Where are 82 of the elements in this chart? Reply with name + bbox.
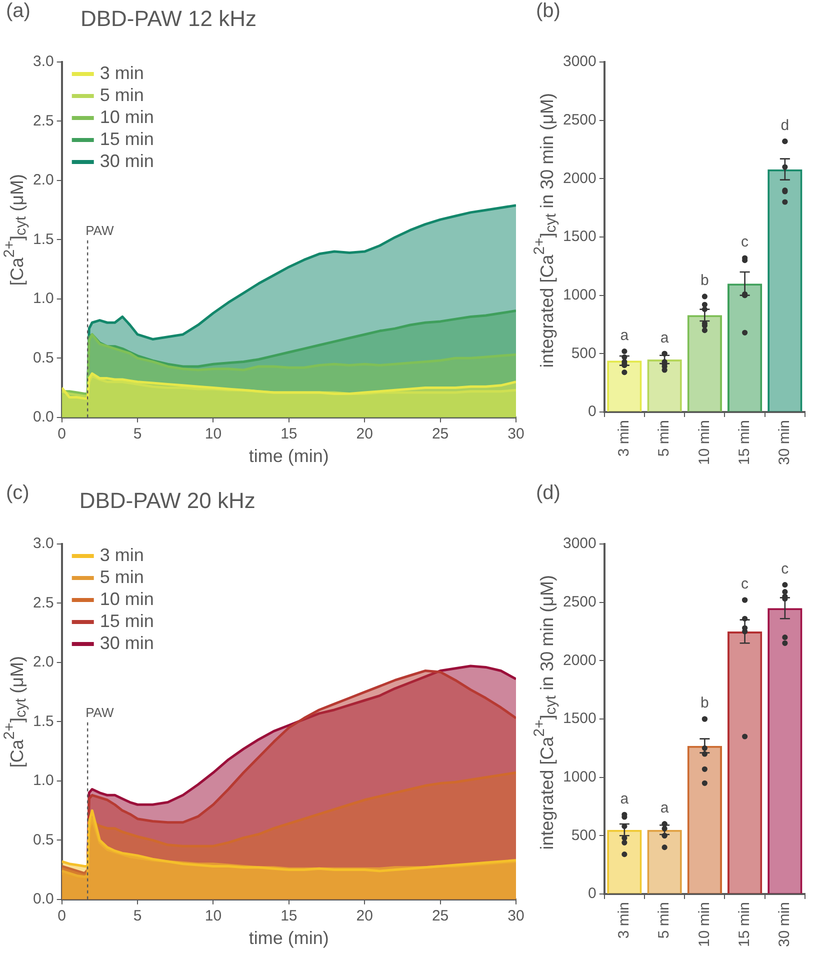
annotation: a [620, 326, 630, 344]
y-tick-label: 2500 [562, 593, 596, 610]
y-tick-label: 1.0 [32, 290, 54, 308]
legend-label: 15 min [100, 128, 154, 149]
y-tick-label: 500 [571, 826, 596, 844]
x-tick-label: 5 [133, 426, 142, 443]
y-tick-label: 2.0 [32, 172, 54, 189]
x-tick-label: 0 [58, 908, 66, 925]
x-axis-title: time (min) [248, 928, 329, 948]
y-tick-label: 2.0 [32, 654, 54, 671]
annotation: c [781, 560, 790, 578]
legend-label: 30 min [100, 632, 154, 653]
x-axis-title: time (min) [248, 446, 329, 466]
text: (c) [6, 482, 30, 505]
y-tick-label: 1.0 [32, 772, 54, 790]
y-tick-label: 3000 [562, 53, 596, 70]
y-tick-label: 3.0 [32, 535, 54, 552]
annotation: d [780, 116, 790, 134]
x-tick-label: 30 [508, 908, 524, 925]
x-tick-label: 25 [432, 908, 449, 925]
x-tick-label: 10 min [696, 420, 713, 466]
x-tick-label: 15 [280, 426, 298, 443]
text: (d) [536, 482, 560, 505]
y-tick-label: 2.5 [32, 594, 54, 612]
x-tick-label: 15 [280, 908, 298, 925]
annotation: c [741, 234, 750, 251]
x-tick-label: 3 min [616, 420, 633, 457]
x-tick-label: 0 [58, 426, 66, 443]
x-tick-label: 20 [356, 426, 373, 443]
legend-label: 15 min [100, 610, 154, 631]
x-tick-label: 5 min [656, 420, 673, 457]
y-tick-label: 1.5 [32, 230, 54, 248]
annotation: c [741, 576, 750, 593]
y-tick-label: 0.5 [32, 831, 54, 848]
y-tick-label: 0 [588, 885, 596, 902]
y-tick-label: 1.5 [32, 712, 54, 730]
legend-label: 3 min [100, 544, 144, 565]
legend-label: 10 min [100, 588, 154, 609]
ref-line-label: PAW [86, 222, 114, 238]
annotation: b [700, 694, 709, 712]
legend-label: 5 min [100, 566, 144, 587]
y-tick-label: 3000 [562, 535, 596, 552]
y-tick-label: 3.0 [32, 53, 54, 70]
chart-title: DBD-PAW 12 kHz [80, 5, 256, 32]
annotation: a [660, 800, 670, 817]
ref-line-label: PAW [86, 704, 114, 720]
x-tick-label: 15 min [736, 902, 753, 948]
annotation: b [700, 272, 709, 290]
y-tick-label: 0.0 [32, 408, 54, 426]
chart-title: DBD-PAW 20 kHz [79, 487, 256, 514]
y-tick-label: 2000 [562, 170, 596, 187]
y-tick-label: 1500 [562, 710, 596, 728]
x-tick-label: 5 [133, 908, 142, 925]
y-tick-label: 2500 [562, 111, 596, 128]
y-tick-label: 0.5 [32, 349, 54, 366]
y-tick-label: 1000 [562, 286, 596, 304]
annotation: a [620, 790, 630, 808]
y-tick-label: 2000 [562, 652, 596, 669]
x-tick-label: 10 min [696, 902, 713, 948]
x-tick-label: 10 [204, 426, 222, 443]
legend-label: 10 min [100, 106, 154, 127]
y-tick-label: 2.5 [32, 112, 54, 130]
legend-label: 5 min [100, 84, 144, 105]
legend-label: 3 min [100, 62, 144, 83]
x-tick-label: 10 [204, 908, 222, 925]
y-tick-label: 0.0 [32, 890, 54, 908]
x-tick-label: 25 [432, 426, 449, 443]
x-tick-label: 30 min [776, 902, 794, 948]
text: (b) [536, 0, 560, 23]
x-tick-label: 30 min [776, 420, 794, 466]
x-tick-label: 30 [508, 426, 524, 443]
x-tick-label: 3 min [616, 902, 633, 939]
y-tick-label: 1000 [562, 768, 596, 786]
legend-label: 30 min [100, 150, 154, 171]
x-tick-label: 20 [356, 908, 373, 925]
x-tick-label: 5 min [656, 902, 673, 939]
annotation: a [660, 329, 670, 346]
x-tick-label: 15 min [736, 420, 753, 466]
y-tick-label: 1500 [562, 228, 596, 246]
y-tick-label: 500 [571, 344, 596, 362]
y-tick-label: 0 [588, 403, 596, 420]
text: (a) [6, 0, 30, 23]
